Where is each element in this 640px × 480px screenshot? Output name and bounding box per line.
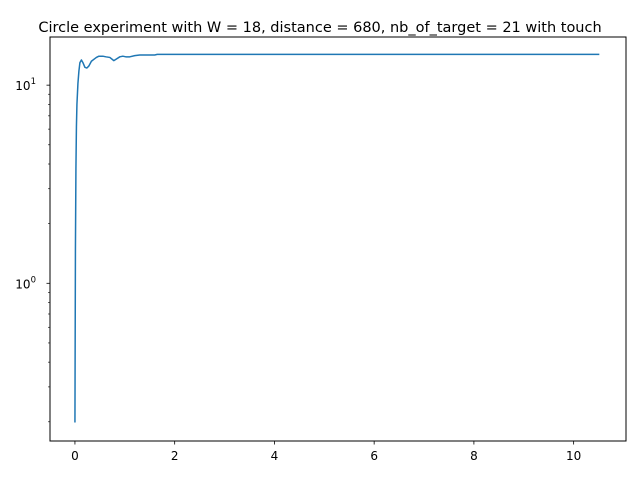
x-tick-label: 2	[171, 449, 179, 463]
y-tick-label: 101	[15, 77, 36, 93]
series-line-1	[74, 53, 600, 423]
x-tick-label: 0	[71, 449, 79, 463]
chart-title: Circle experiment with W = 18, distance …	[38, 20, 601, 36]
x-axis: 0 2 4 6 8 10	[71, 441, 581, 463]
axes-frame	[49, 36, 627, 442]
y-axis: 100 101	[15, 77, 50, 423]
x-tick-label: 8	[470, 449, 478, 463]
x-tick-label: 10	[566, 449, 581, 463]
plot-area	[74, 53, 600, 423]
x-tick-label: 6	[370, 449, 378, 463]
x-tick-label: 4	[271, 449, 279, 463]
y-tick-label: 100	[15, 275, 36, 291]
